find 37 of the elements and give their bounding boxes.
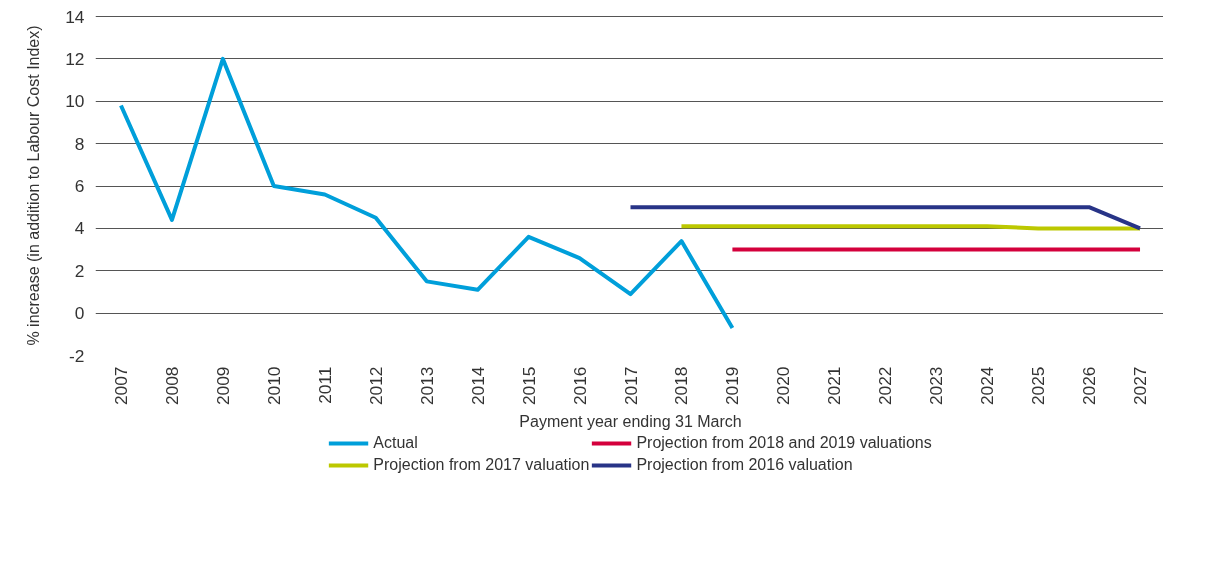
x-tick-label: 2009: [212, 366, 233, 406]
x-tick-label: 2008: [161, 366, 182, 406]
y-tick-label: 2: [74, 260, 85, 281]
y-tick-label: 14: [65, 6, 85, 27]
x-tick-label: 2017: [620, 366, 641, 406]
legend-label: Projection from 2017 valuation: [373, 456, 590, 474]
x-tick-label: 2019: [722, 366, 743, 406]
x-axis-title: Payment year ending 31 March: [519, 413, 742, 431]
y-tick-label: 8: [74, 133, 85, 154]
x-tick-label: 2010: [263, 366, 284, 406]
x-tick-label: 2025: [1028, 366, 1049, 406]
y-tick-label: 4: [74, 218, 85, 239]
y-tick-label: 12: [65, 48, 85, 69]
x-tick-label: 2015: [518, 366, 539, 406]
legend-label: Actual: [373, 434, 418, 452]
y-tick-label: -2: [69, 345, 85, 366]
y-tick-label: 10: [65, 91, 85, 112]
x-tick-label: 2022: [875, 366, 896, 406]
y-tick-label: 0: [74, 303, 85, 324]
line-series: [118, 56, 735, 330]
x-tick-label: 2012: [365, 366, 386, 406]
y-tick-label: 6: [74, 176, 85, 197]
y-axis-title: % increase (in addition to Labour Cost Index): [25, 25, 43, 346]
x-tick-label: 2016: [569, 366, 590, 406]
x-tick-label: 2013: [416, 366, 437, 406]
x-tick-label: 2018: [671, 366, 692, 406]
x-tick-label: 2023: [926, 366, 947, 406]
x-tick-label: 2020: [773, 366, 794, 406]
x-tick-label: 2021: [824, 366, 845, 406]
x-tick-label: 2007: [110, 366, 131, 406]
legend-label: Projection from 2018 and 2019 valuations: [636, 434, 932, 452]
x-tick-label: 2027: [1130, 366, 1151, 406]
legend-label: Projection from 2016 valuation: [636, 456, 853, 474]
x-tick-label: 2024: [977, 366, 998, 406]
x-tick-label: 2014: [467, 366, 488, 406]
x-tick-label: 2011: [314, 366, 335, 404]
x-tick-label: 2026: [1079, 366, 1100, 406]
